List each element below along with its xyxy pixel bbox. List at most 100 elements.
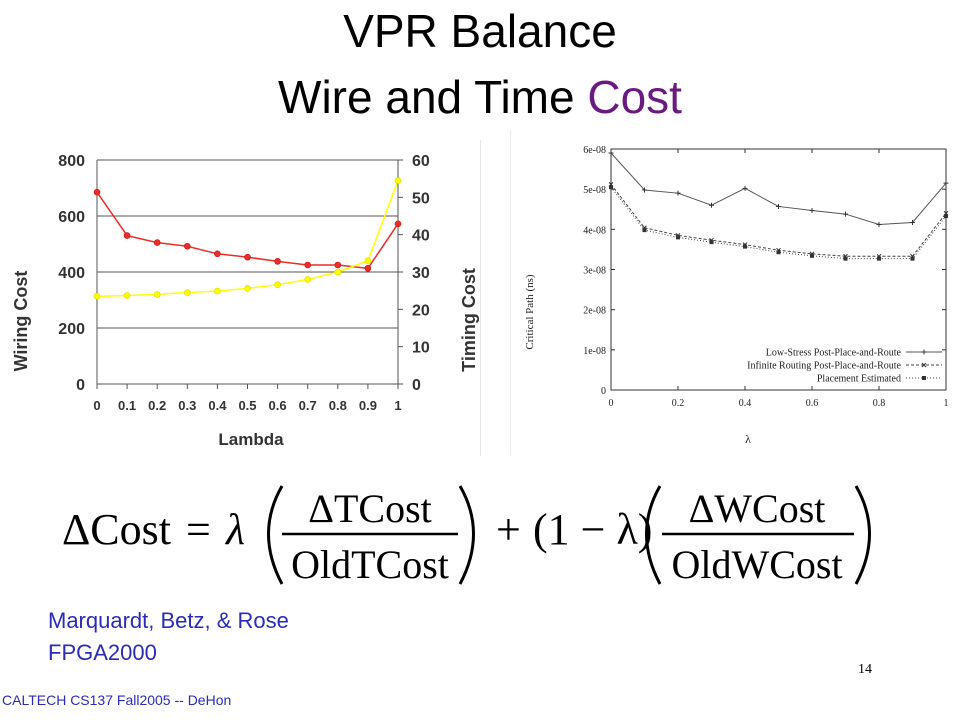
left-paren-2 xyxy=(645,485,662,585)
timing-cost-point xyxy=(364,257,372,265)
timing-cost-point xyxy=(304,276,312,283)
wiring-cost-point xyxy=(153,239,161,246)
title-text: Wire and Time xyxy=(278,71,588,123)
citation-venue: FPGA2000 xyxy=(48,640,157,665)
timing-cost-point xyxy=(93,292,101,300)
wiring-cost-point xyxy=(334,261,342,269)
right-tick-label: 30 xyxy=(412,265,430,282)
left-paren xyxy=(267,485,284,585)
critical-path-point-3 xyxy=(642,228,647,233)
wiring-cost-point xyxy=(184,242,191,250)
right-axis-label: Timing Cost xyxy=(459,268,479,372)
critical-path-point-3 xyxy=(776,250,781,255)
x-tick-label: 0.3 xyxy=(178,398,196,413)
legend-label: Low-Stress Post-Place-and-Route xyxy=(766,348,902,359)
wiring-cost-point xyxy=(364,265,372,272)
critical-path-point-1 xyxy=(843,211,848,217)
timing-cost-point xyxy=(244,285,251,292)
y-tick-label: 3e-08 xyxy=(583,266,606,277)
right-paren xyxy=(458,485,475,585)
critical-path-point-3 xyxy=(709,240,714,245)
legend-label: Infinite Routing Post-Place-and-Route xyxy=(747,361,901,372)
x-tick-label: 1 xyxy=(944,398,949,409)
left-tick-label: 0 xyxy=(76,377,85,394)
chart-background xyxy=(5,140,481,456)
x-tick-label: 0.4 xyxy=(208,398,227,413)
x-tick-label: 0.4 xyxy=(739,398,752,409)
critical-path-point-3 xyxy=(843,256,848,261)
x-tick-label: 1 xyxy=(394,398,401,413)
timing-cost-point xyxy=(123,292,131,299)
critical-path-chart: 0 1e-08 2e-08 3e-08 4e-08 5e-08 6e-08 0 0.2 0.4 0.… xyxy=(510,130,960,455)
critical-path-point-3 xyxy=(944,214,948,219)
cost-formula: ΔCost = λ ΔTCost OldTCost + (1 − λ) ΔWCo… xyxy=(62,485,871,587)
timing-cost-point xyxy=(334,268,342,276)
y-axis-label: Critical Path (ns) xyxy=(524,274,536,349)
frac2-denominator: OldWCost xyxy=(671,542,842,587)
frac1-numerator: ΔTCost xyxy=(308,486,432,531)
slide-title-line2: Wire and Time Cost xyxy=(0,70,960,124)
y-tick-label: 0 xyxy=(601,386,606,397)
wiring-cost-point xyxy=(214,250,221,258)
critical-path-point-1 xyxy=(809,207,815,213)
wiring-cost-point xyxy=(93,188,101,196)
x-axis-label: λ xyxy=(745,432,751,446)
wiring-cost-point xyxy=(274,258,281,265)
formula-equals: = xyxy=(186,505,211,554)
citation: Marquardt, Betz, & Rose FPGA2000 xyxy=(48,605,289,669)
left-tick-label: 200 xyxy=(58,321,85,338)
y-tick-label: 2e-08 xyxy=(583,306,606,317)
x-tick-label: 0 xyxy=(93,398,100,413)
left-tick-label: 600 xyxy=(58,209,85,226)
right-tick-label: 50 xyxy=(412,190,430,207)
critical-path-point-3 xyxy=(743,244,747,249)
timing-cost-point xyxy=(394,177,402,184)
formula-one-minus-lambda: (1 − λ) xyxy=(533,505,652,554)
legend-marker xyxy=(921,349,927,355)
formula-lambda: λ xyxy=(224,505,245,554)
critical-path-point-3 xyxy=(609,185,613,190)
critical-path-point-1 xyxy=(943,180,949,186)
right-tick-label: 40 xyxy=(412,228,430,245)
critical-path-point-1 xyxy=(876,222,882,228)
critical-path-point-3 xyxy=(810,253,814,258)
critical-path-point-3 xyxy=(910,256,915,261)
x-tick-label: 0.1 xyxy=(118,398,136,413)
footer-text: CALTECH CS137 Fall2005 -- DeHon xyxy=(2,692,232,708)
citation-authors: Marquardt, Betz, & Rose xyxy=(48,608,289,633)
critical-path-point-3 xyxy=(877,256,881,261)
right-tick-label: 20 xyxy=(412,302,430,319)
frac2-numerator: ΔWCost xyxy=(689,486,826,531)
title-accent-word: Cost xyxy=(587,71,682,123)
x-tick-label: 0.7 xyxy=(299,398,317,413)
wiring-cost-point xyxy=(394,220,402,228)
timing-cost-point xyxy=(214,287,221,295)
frac1-denominator: OldTCost xyxy=(291,542,449,587)
critical-path-point-3 xyxy=(676,235,680,240)
critical-path-point-1 xyxy=(910,220,915,226)
wiring-cost-point xyxy=(304,261,312,269)
critical-path-point-1 xyxy=(709,202,714,208)
legend-marker xyxy=(921,362,927,368)
timing-cost-point xyxy=(153,291,161,298)
critical-path-point-1 xyxy=(776,203,781,209)
left-axis-label: Wiring Cost xyxy=(11,271,31,372)
legend-label: Placement Estimated xyxy=(817,374,901,385)
x-tick-label: 0.2 xyxy=(672,398,685,409)
x-axis-label: Lambda xyxy=(218,430,284,449)
x-tick-label: 0.6 xyxy=(806,398,819,409)
timing-cost-point xyxy=(184,289,191,296)
right-tick-label: 0 xyxy=(412,377,421,394)
critical-path-point-1 xyxy=(742,185,748,191)
left-tick-label: 400 xyxy=(58,265,85,282)
x-tick-label: 0 xyxy=(609,398,614,409)
x-tick-label: 0.8 xyxy=(873,398,886,409)
right-paren-2 xyxy=(854,485,871,585)
x-tick-label: 0.9 xyxy=(359,398,377,413)
timing-cost-point xyxy=(274,281,281,288)
formula-lhs: ΔCost xyxy=(62,505,171,554)
wiring-cost-point xyxy=(244,253,251,261)
critical-path-point-1 xyxy=(608,150,614,156)
page-number: 14 xyxy=(858,662,872,677)
